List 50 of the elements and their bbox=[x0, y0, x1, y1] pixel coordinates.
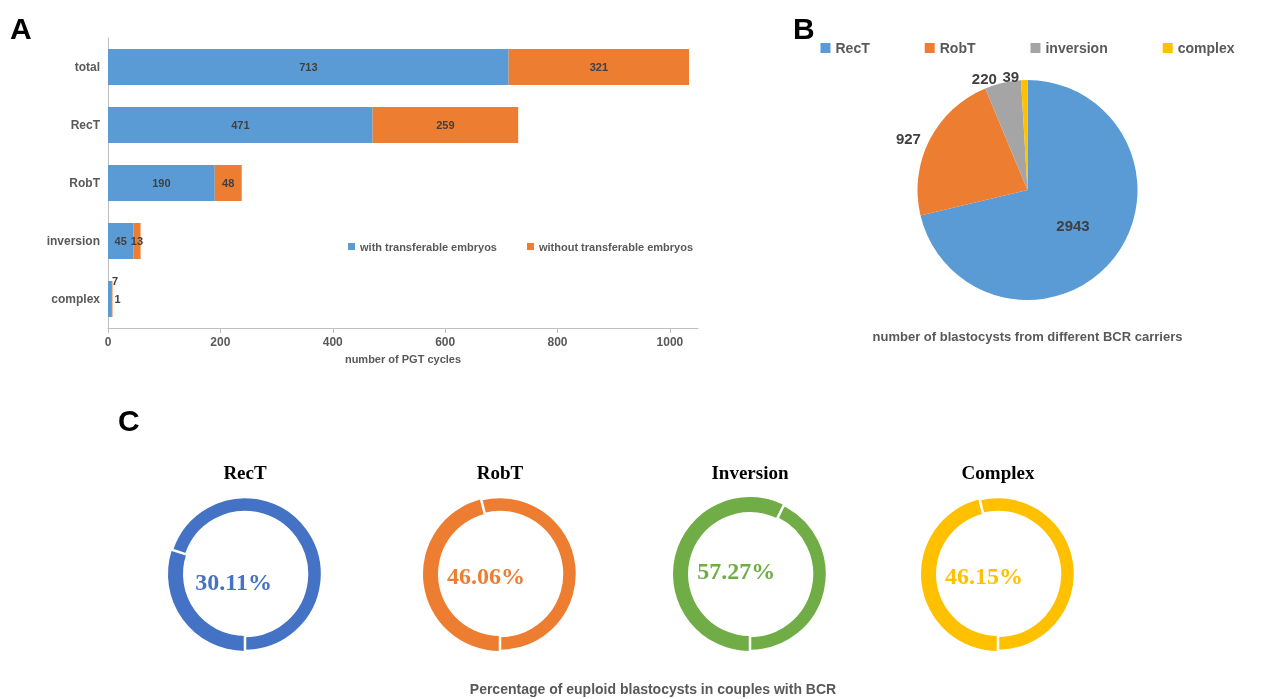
bar bbox=[108, 49, 509, 85]
y-tick-label: RecT bbox=[70, 118, 101, 132]
chart-title: RobT bbox=[476, 462, 524, 483]
data-label: 2943 bbox=[1056, 217, 1090, 235]
data-label: 471 bbox=[231, 119, 250, 131]
data-label: 927 bbox=[895, 129, 921, 147]
x-axis-title: number of PGT cycles bbox=[344, 352, 462, 365]
y-tick-label: RobT bbox=[69, 176, 101, 190]
chart-title: RecT bbox=[223, 462, 267, 483]
text: number of blastocysts from different BCR carriers bbox=[872, 329, 1183, 344]
x-tick-label: 800 bbox=[547, 335, 568, 349]
bar bbox=[108, 107, 373, 143]
x-tick-label: 600 bbox=[435, 335, 456, 349]
text: B bbox=[793, 12, 815, 45]
chart-title: Complex bbox=[961, 462, 1035, 483]
data-label: 39 bbox=[1002, 67, 1020, 85]
text: C bbox=[118, 404, 140, 437]
data-label: 713 bbox=[299, 61, 318, 73]
data-label: 48 bbox=[222, 177, 235, 189]
legend-label: without transferable embryos bbox=[537, 240, 694, 253]
text: A bbox=[10, 12, 32, 45]
data-label: 259 bbox=[436, 119, 455, 131]
data-label: 45 bbox=[114, 235, 127, 247]
data-label: 46.06% bbox=[447, 562, 526, 589]
data-label: 7 bbox=[111, 275, 119, 288]
legend-label: RecT bbox=[835, 40, 871, 56]
legend-label: complex bbox=[1177, 40, 1235, 56]
x-tick-label: 200 bbox=[210, 335, 231, 349]
bar bbox=[214, 165, 242, 201]
bar bbox=[372, 107, 519, 143]
data-label: 30.11% bbox=[195, 569, 272, 596]
x-tick-label: 400 bbox=[322, 335, 344, 349]
x-tick-label: 1000 bbox=[656, 335, 684, 349]
bar bbox=[108, 165, 215, 201]
data-label: 220 bbox=[971, 70, 997, 88]
legend-label: with transferable embryos bbox=[359, 240, 497, 253]
text: Percentage of euploid blastocysts in couples with BCR bbox=[468, 681, 838, 698]
legend-label: inversion bbox=[1045, 40, 1108, 56]
y-tick-label: total bbox=[74, 60, 100, 74]
legend-label: RobT bbox=[939, 40, 976, 56]
bar bbox=[508, 49, 690, 85]
data-label: 1 bbox=[114, 293, 121, 305]
y-tick-label: inversion bbox=[46, 234, 100, 248]
chart-title: Inversion bbox=[711, 462, 789, 483]
data-label: 321 bbox=[589, 61, 608, 73]
y-tick-label: complex bbox=[51, 292, 101, 306]
data-label: 46.15% bbox=[945, 562, 1024, 589]
x-tick-label: 0 bbox=[104, 335, 112, 349]
data-label: 57.27% bbox=[697, 557, 776, 584]
data-label: 190 bbox=[152, 177, 171, 189]
